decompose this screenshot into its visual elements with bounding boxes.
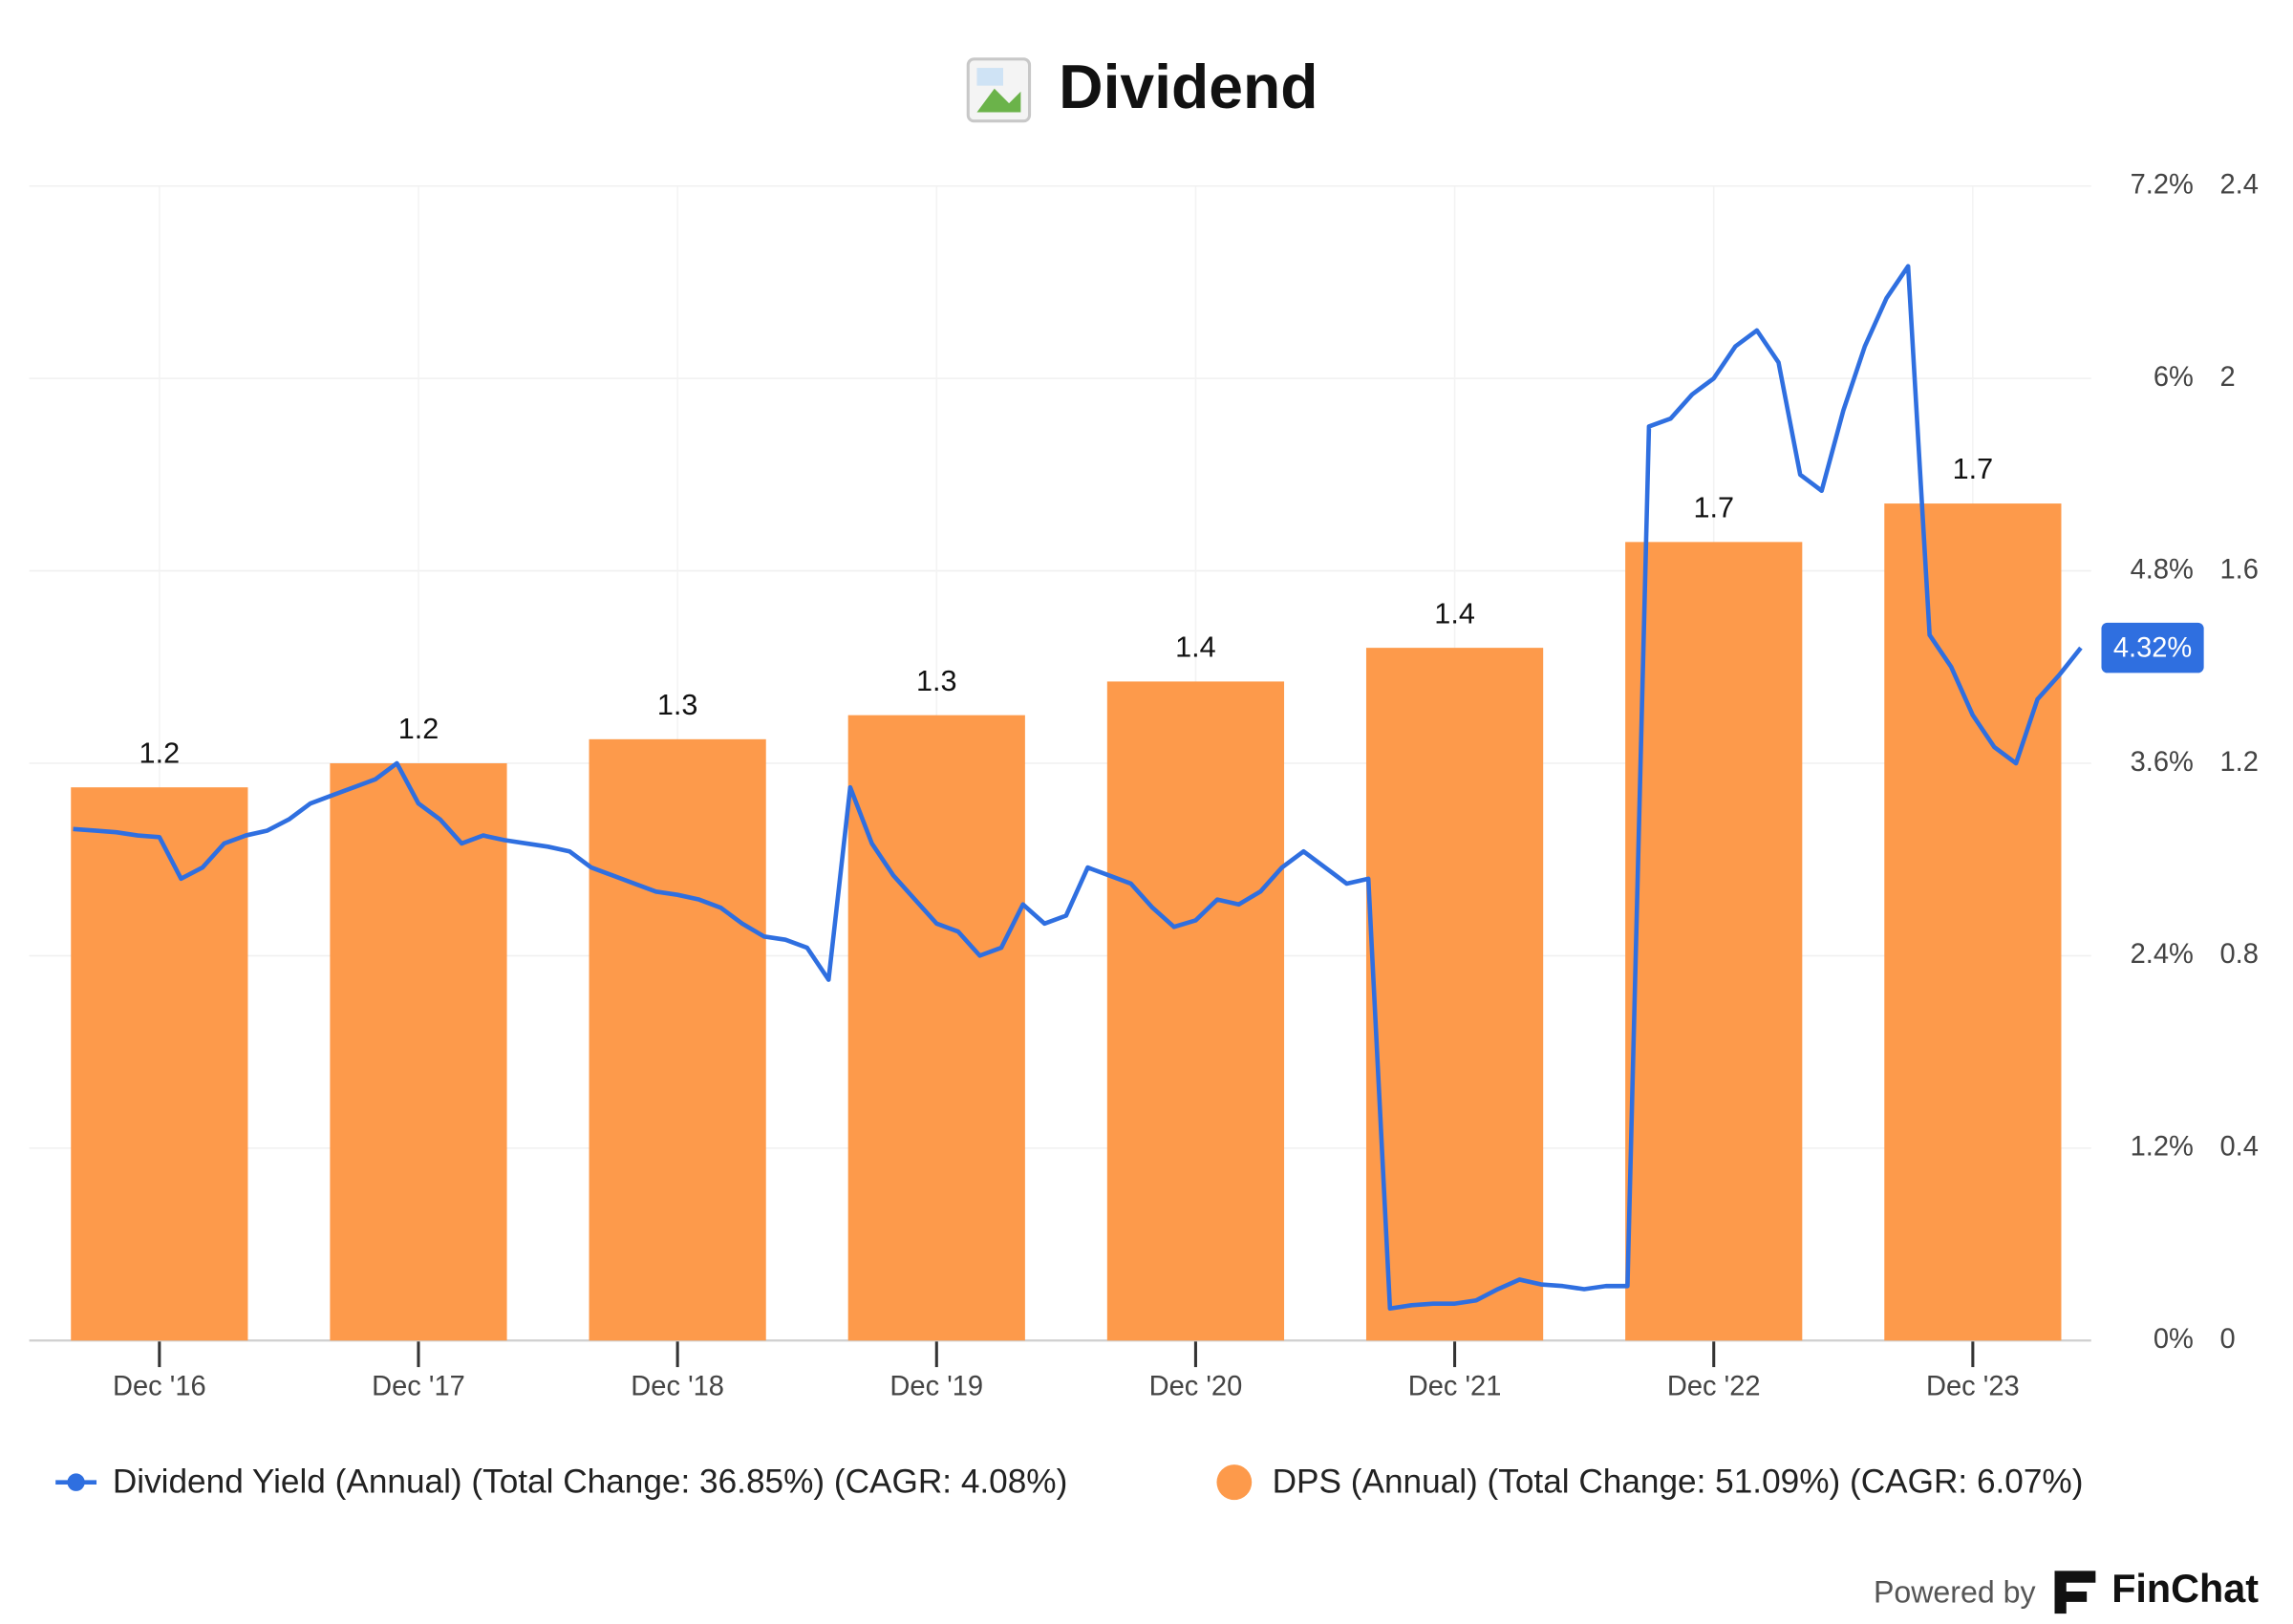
y-tick-label: 4.8%	[2131, 554, 2194, 585]
x-tick-label: Dec '16	[113, 1371, 206, 1401]
title-icon	[966, 57, 1032, 123]
y-tick-label: 6%	[2154, 362, 2194, 393]
bar-value-label: 1.7	[1693, 490, 1734, 524]
last-value-label: 4.32%	[2113, 632, 2192, 663]
brand-name: FinChat	[2111, 1566, 2259, 1611]
yield-line	[73, 264, 2083, 1312]
last-value-badge	[2101, 622, 2204, 673]
footer: Powered by FinChat	[1874, 1566, 2259, 1614]
x-tick-label: Dec '18	[631, 1371, 724, 1401]
y-tick-label: 3.6%	[2131, 747, 2194, 778]
x-tick-label: Dec '20	[1149, 1371, 1243, 1401]
y2-tick-label: 0.4	[2219, 1131, 2258, 1162]
legend-label: DPS (Annual) (Total Change: 51.09%) (CAG…	[1273, 1463, 2084, 1500]
x-tick-label: Dec '17	[372, 1371, 465, 1401]
bar	[1884, 503, 2062, 1341]
bar-value-label: 1.4	[1434, 596, 1475, 630]
powered-by: Powered by	[1874, 1575, 2037, 1610]
bar	[589, 738, 766, 1341]
y2-tick-label: 0.8	[2219, 939, 2258, 970]
y-tick-label: 0%	[2154, 1324, 2194, 1355]
x-tick-label: Dec '21	[1408, 1371, 1502, 1401]
x-tick-label: Dec '19	[889, 1371, 983, 1401]
y-tick-label: 2.4%	[2131, 939, 2194, 970]
bar	[1365, 648, 1544, 1341]
bar	[1625, 542, 1803, 1341]
y2-tick-label: 1.6	[2219, 554, 2258, 585]
y2-tick-label: 2	[2219, 362, 2235, 393]
chart-title: Dividend	[1059, 53, 1318, 121]
bar-value-label: 1.7	[1953, 452, 1994, 485]
y2-tick-label: 2.4	[2219, 169, 2258, 200]
bar	[1106, 681, 1285, 1341]
bar	[330, 763, 507, 1341]
y-tick-label: 1.2%	[2131, 1131, 2194, 1162]
legend-dot-icon	[67, 1473, 85, 1491]
y2-tick-label: 1.2	[2219, 747, 2258, 778]
y-tick-label: 7.2%	[2131, 169, 2194, 200]
bar-value-label: 1.2	[398, 712, 439, 745]
bar-value-label: 1.3	[916, 664, 957, 697]
bar	[71, 787, 248, 1341]
y2-tick-label: 0	[2219, 1324, 2235, 1355]
bar	[847, 715, 1025, 1341]
bar-value-label: 1.3	[657, 688, 698, 721]
legend-circle-icon	[1216, 1464, 1253, 1501]
bar-value-label: 1.4	[1175, 630, 1216, 663]
brand-logo	[2054, 1571, 2096, 1614]
legend: Dividend Yield (Annual) (Total Change: 3…	[55, 1463, 2084, 1501]
legend-label: Dividend Yield (Annual) (Total Change: 3…	[113, 1463, 1067, 1500]
x-tick-label: Dec '23	[1926, 1371, 2020, 1401]
bar-value-label: 1.2	[139, 736, 181, 769]
x-tick-label: Dec '22	[1667, 1371, 1761, 1401]
